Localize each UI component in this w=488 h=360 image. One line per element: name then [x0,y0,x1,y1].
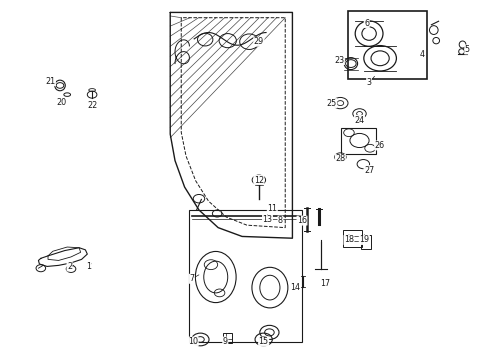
Text: 22: 22 [87,102,97,111]
Text: 3: 3 [366,78,371,87]
Text: 13: 13 [262,215,272,224]
Text: 21: 21 [45,77,55,86]
Text: 5: 5 [464,45,469,54]
Bar [189,210,302,342]
Bar [341,129,375,154]
Text: 7: 7 [189,274,194,283]
Text: 2: 2 [67,262,72,271]
Text: 18: 18 [343,235,353,244]
Bar [360,235,370,249]
Text: 24: 24 [354,116,364,125]
Bar [347,11,426,80]
Text: 20: 20 [56,98,66,107]
Text: 25: 25 [326,99,336,108]
Text: 11: 11 [267,204,277,213]
Text: 4: 4 [418,50,424,59]
Text: 9: 9 [223,337,227,346]
Text: 15: 15 [258,337,268,346]
Text: 12: 12 [253,176,264,185]
Text: 27: 27 [363,166,373,175]
Text: 17: 17 [319,279,329,288]
Text: 29: 29 [253,37,264,46]
Text: 1: 1 [86,262,91,271]
Text: 23: 23 [334,55,344,64]
Text: 26: 26 [374,141,384,150]
Text: 6: 6 [364,18,368,27]
Text: 19: 19 [359,235,368,244]
Text: 28: 28 [335,154,345,163]
Bar [223,333,231,343]
Text: 10: 10 [188,337,198,346]
Text: 16: 16 [296,216,306,225]
Text: 14: 14 [289,283,299,292]
Bar [342,230,361,247]
Text: 8: 8 [277,216,283,225]
